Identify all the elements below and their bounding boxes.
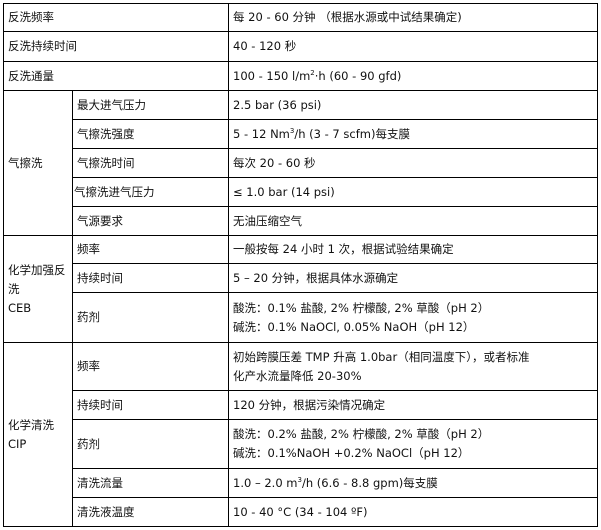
row-value: 120 分钟，根据污染情况确定	[228, 390, 598, 420]
value-line: 初始跨膜压差 TMP 升高 1.0bar（相同温度下），或者标准	[233, 349, 530, 364]
row-label: 持续时间	[72, 390, 229, 420]
table-row: 反洗通量 100 - 150 l/m2·h (60 - 90 gfd)	[3, 61, 598, 91]
table-row: 清洗流量 1.0 – 2.0 m3/h (6.6 - 8.8 gpm)每支膜	[4, 468, 598, 498]
table-row: 气源要求 无油压缩空气	[4, 206, 598, 236]
value-text: 1.0 – 2.0 m	[233, 475, 298, 490]
table-row: 化学加强反洗 CEB 频率 一般按每 24 小时 1 次，根据试验结果确定	[3, 235, 598, 343]
value-text: /h (3 - 7 scfm)每支膜	[294, 126, 410, 141]
group-label-line: CEB	[8, 300, 32, 315]
value-text: 5 - 12 Nm	[233, 126, 290, 141]
row-label: 药剂	[72, 419, 229, 469]
superscript: 2	[310, 68, 315, 77]
row-value: 1.0 – 2.0 m3/h (6.6 - 8.8 gpm)每支膜	[228, 468, 598, 498]
row-value: 酸洗：0.2% 盐酸, 2% 柠檬酸, 2% 草酸（pH 2） 碱洗：0.1%Na…	[228, 419, 598, 469]
row-value: 无油压缩空气	[228, 206, 598, 236]
group-label-line: 化学加强反洗	[8, 262, 66, 296]
value-line: 碱洗：0.1%NaOH +0.2% NaOCl（pH 12）	[233, 446, 470, 460]
superscript: 3	[289, 126, 295, 135]
row-label: 气擦洗时间	[72, 148, 229, 178]
table-row: 化学清洗 CIP 频率 初始跨膜压差 TMP 升高 1.0bar（相同温度下），或者标…	[3, 342, 598, 527]
group-label-ceb: 化学加强反洗 CEB	[3, 235, 73, 343]
value-text: ·h (60 - 90 gfd)	[314, 68, 402, 83]
row-value: 酸洗：0.1% 盐酸, 2% 柠檬酸, 2% 草酸（pH 2） 碱洗：0.1% N…	[228, 292, 598, 343]
row-value: 10 - 40 °C (34 - 104 ºF)	[228, 497, 598, 527]
value-text: 100 - 150 l/m	[233, 68, 311, 83]
value-text: /h (6.6 - 8.8 gpm)每支膜	[301, 475, 438, 490]
table-row: 药剂 酸洗：0.1% 盐酸, 2% 柠檬酸, 2% 草酸（pH 2） 碱洗：0.1%…	[4, 292, 598, 343]
table-row: 清洗液温度 10 - 40 °C (34 - 104 ºF)	[4, 497, 598, 527]
row-value: 5 – 20 分钟，根据具体水源确定	[228, 263, 598, 293]
row-label: 最大进气压力	[72, 90, 229, 120]
cleaning-parameters-table: 反洗频率每 20 - 60 分钟 （根据水源或中试结果确定) 反洗持续时间 40 …	[3, 3, 598, 527]
row-label: 气源要求	[72, 206, 229, 236]
table-row: 持续时间 120 分钟，根据污染情况确定	[4, 390, 598, 420]
group-label-cip: 化学清洗 CIP	[3, 342, 73, 527]
group-label-air: 气擦洗	[3, 90, 73, 236]
value-line: 碱洗：0.1% NaOCl, 0.05% NaOH（pH 12）	[233, 319, 475, 334]
row-value: 每 20 - 60 分钟 （根据水源或中试结果确定)	[228, 3, 598, 32]
superscript: 3	[297, 475, 302, 484]
row-label: 频率	[72, 235, 229, 264]
value-line: 酸洗：0.1% 盐酸, 2% 柠檬酸, 2% 草酸（pH 2）	[233, 300, 490, 315]
table-row: 反洗持续时间 40 - 120 秒	[3, 31, 598, 62]
row-label: 反洗持续时间	[3, 31, 229, 62]
table-row: 反洗频率每 20 - 60 分钟 （根据水源或中试结果确定)	[3, 3, 598, 32]
row-label: 气擦洗强度	[72, 119, 229, 149]
row-label: 反洗频率	[3, 3, 229, 32]
row-value: 2.5 bar (36 psi)	[228, 90, 598, 120]
row-label: 频率	[72, 342, 229, 391]
table-row: 气擦洗 最大进气压力 2.5 bar (36 psi)	[3, 90, 598, 236]
row-value: 5 - 12 Nm3/h (3 - 7 scfm)每支膜	[228, 119, 598, 149]
group-label-line: 化学清洗	[8, 417, 54, 432]
row-label: 清洗液温度	[72, 497, 229, 527]
group-label-line: CIP	[8, 436, 27, 451]
table-row: 气擦洗强度 5 - 12 Nm3/h (3 - 7 scfm)每支膜	[4, 119, 598, 149]
row-value: ≤ 1.0 bar (14 psi)	[228, 177, 598, 207]
table-row: 持续时间 5 – 20 分钟，根据具体水源确定	[4, 263, 598, 293]
value-line: 酸洗：0.2% 盐酸, 2% 柠檬酸, 2% 草酸（pH 2）	[233, 427, 490, 441]
row-label: 药剂	[72, 292, 229, 343]
value-line: 化产水流量降低 20-30%	[233, 368, 362, 383]
row-value: 40 - 120 秒	[228, 31, 598, 62]
table-row: 药剂 酸洗：0.2% 盐酸, 2% 柠檬酸, 2% 草酸（pH 2） 碱洗：0.1%…	[4, 419, 598, 469]
row-label: 气擦洗进气压力	[72, 177, 229, 207]
table-row: 气擦洗时间 每次 20 - 60 秒	[4, 148, 598, 178]
row-label: 清洗流量	[72, 468, 229, 498]
row-value: 每次 20 - 60 秒	[228, 148, 598, 178]
row-value: 100 - 150 l/m2·h (60 - 90 gfd)	[228, 61, 598, 91]
row-label: 反洗通量	[3, 61, 229, 91]
row-value: 初始跨膜压差 TMP 升高 1.0bar（相同温度下），或者标准 化产水流量降低 …	[228, 342, 598, 391]
row-value: 一般按每 24 小时 1 次，根据试验结果确定	[228, 235, 598, 264]
table-row: 气擦洗进气压力 ≤ 1.0 bar (14 psi)	[4, 177, 598, 207]
row-label: 持续时间	[72, 263, 229, 293]
